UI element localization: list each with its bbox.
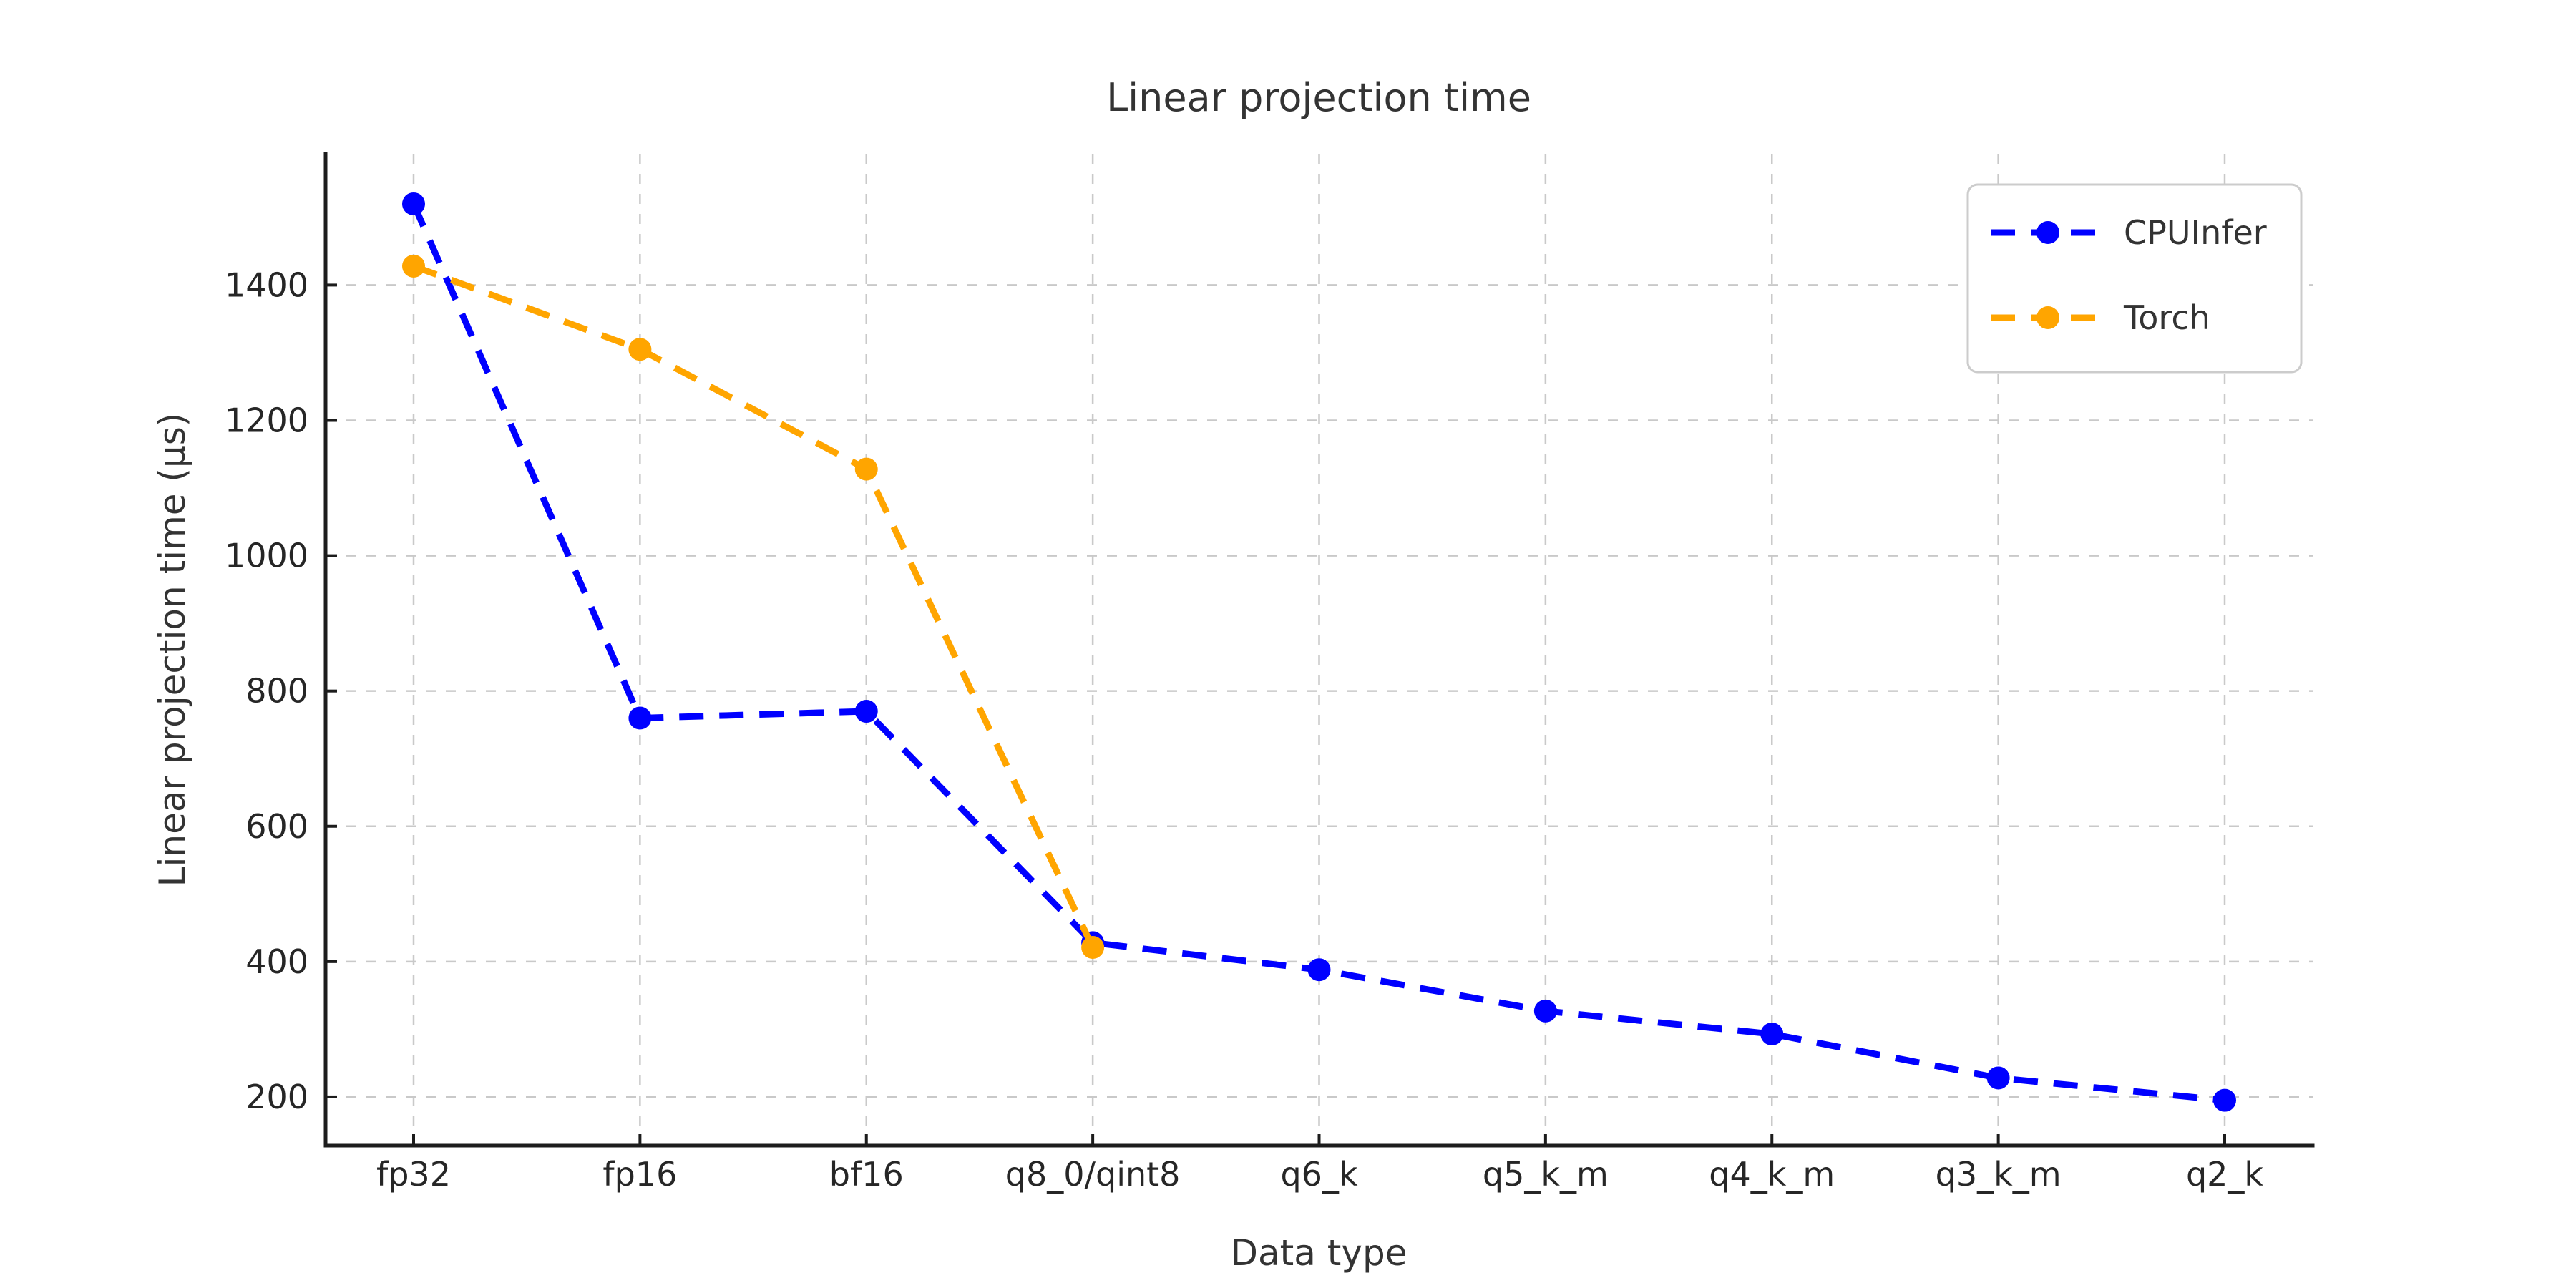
x-tick-label: bf16 (829, 1155, 904, 1194)
x-tick-label: q3_k_m (1936, 1155, 2062, 1194)
x-axis-label: Data type (1231, 1232, 1407, 1274)
data-point-torch-fp16 (628, 338, 652, 361)
x-tick-label: fp32 (376, 1155, 451, 1194)
legend-marker-cpuinfer (2036, 221, 2059, 244)
data-point-torch-q8_0/qint8 (1081, 935, 1105, 959)
y-tick-label: 400 (245, 942, 308, 981)
data-point-cpuinfer-q2_k (2213, 1088, 2236, 1112)
series-line-torch (412, 263, 1096, 949)
y-tick-label: 1000 (225, 537, 308, 575)
data-point-cpuinfer-bf16 (854, 700, 878, 723)
x-tick-label: q5_k_m (1483, 1155, 1609, 1194)
y-tick-label: 1400 (225, 265, 308, 304)
y-tick-label: 200 (245, 1078, 308, 1116)
y-tick-label: 600 (245, 807, 308, 846)
x-tick-label: q4_k_m (1709, 1155, 1835, 1194)
data-point-torch-bf16 (854, 457, 878, 481)
legend-label-torch: Torch (2123, 298, 2210, 337)
y-axis-label: Linear projection time (µs) (152, 413, 193, 887)
data-point-cpuinfer-q6_k (1307, 958, 1331, 982)
data-point-cpuinfer-q3_k_m (1986, 1066, 2010, 1090)
legend-label-cpuinfer: CPUInfer (2124, 213, 2267, 252)
x-tick-label: q2_k (2186, 1155, 2263, 1194)
data-point-cpuinfer-fp32 (402, 192, 425, 215)
legend-marker-torch (2036, 306, 2059, 329)
data-point-cpuinfer-fp16 (628, 706, 652, 730)
data-point-cpuinfer-q4_k_m (1760, 1023, 1784, 1046)
x-tick-label: q8_0/qint8 (1005, 1155, 1181, 1194)
ticks-layer: fp32 fp16 bf16 q8_0/qint8 q6_k q5_k_m q4_k_m q3… (225, 265, 2263, 1194)
legend-layer (1966, 183, 2303, 374)
y-tick-label: 1200 (225, 401, 308, 439)
y-tick-label: 800 (245, 672, 308, 711)
data-point-torch-fp32 (402, 254, 425, 278)
x-tick-label: fp16 (602, 1155, 677, 1194)
data-point-cpuinfer-q5_k_m (1533, 999, 1557, 1023)
chart-title: Linear projection time (1106, 75, 1531, 120)
x-tick-label: q6_k (1280, 1155, 1357, 1194)
series-layer (402, 192, 2236, 1112)
